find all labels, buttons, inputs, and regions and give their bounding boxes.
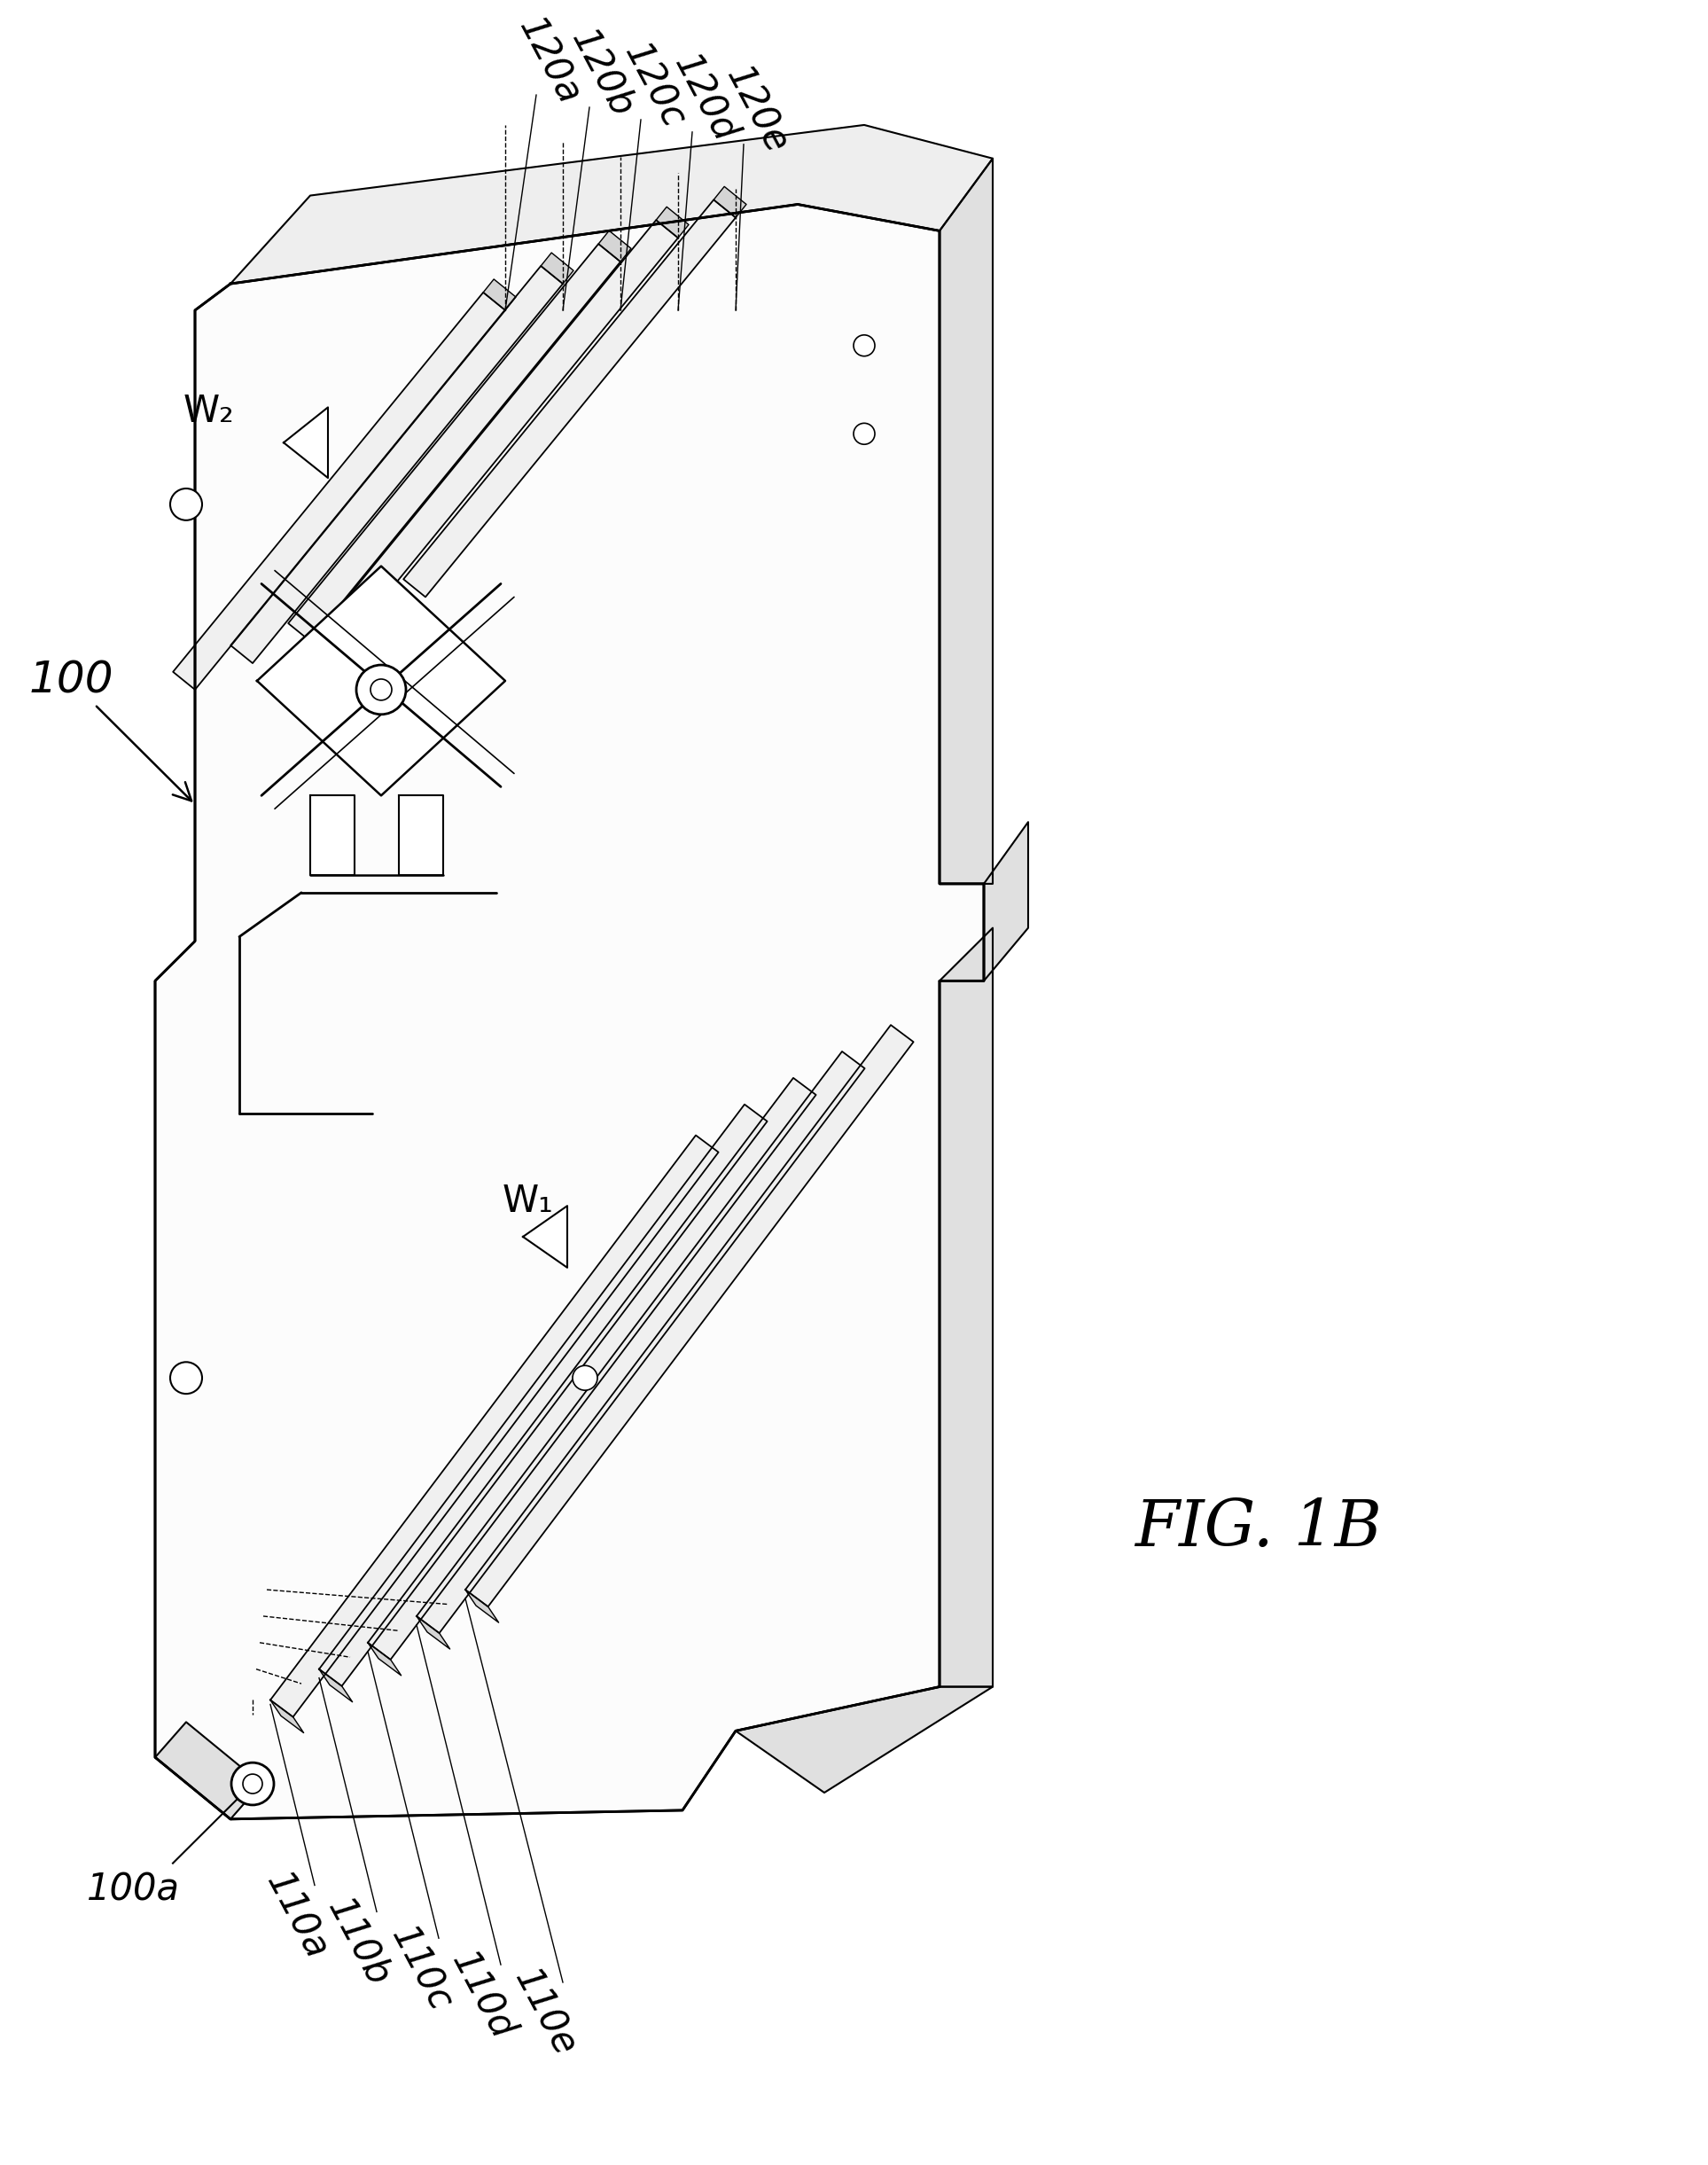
Circle shape	[854, 422, 874, 444]
Text: 100a: 100a	[87, 1871, 179, 1907]
Polygon shape	[417, 1052, 864, 1632]
Polygon shape	[417, 1615, 449, 1650]
Text: 120e: 120e	[719, 61, 796, 160]
Polygon shape	[939, 158, 992, 883]
Polygon shape	[465, 1024, 914, 1606]
Polygon shape	[345, 221, 678, 617]
Polygon shape	[656, 208, 688, 238]
Text: W₁: W₁	[502, 1182, 553, 1221]
Text: 120d: 120d	[668, 48, 745, 149]
Circle shape	[231, 1762, 273, 1806]
Text: 120b: 120b	[564, 24, 640, 123]
Circle shape	[357, 665, 407, 714]
Polygon shape	[541, 253, 574, 284]
Polygon shape	[319, 1104, 767, 1687]
Circle shape	[572, 1366, 598, 1390]
Polygon shape	[284, 407, 328, 478]
Polygon shape	[483, 279, 516, 310]
Text: 110c: 110c	[383, 1920, 459, 2018]
Text: 110b: 110b	[321, 1892, 398, 1992]
Circle shape	[171, 1362, 202, 1394]
Text: 110a: 110a	[258, 1866, 335, 1966]
Polygon shape	[403, 199, 736, 598]
Polygon shape	[231, 126, 992, 284]
Text: 120a: 120a	[511, 11, 588, 110]
Text: 110d: 110d	[444, 1946, 521, 2046]
Polygon shape	[270, 1700, 304, 1732]
Text: 120c: 120c	[617, 37, 692, 134]
Polygon shape	[289, 245, 620, 641]
Polygon shape	[256, 565, 506, 795]
Circle shape	[171, 489, 202, 520]
Polygon shape	[319, 1669, 352, 1702]
Polygon shape	[311, 795, 355, 875]
Polygon shape	[367, 1078, 816, 1661]
Polygon shape	[523, 1206, 567, 1269]
Polygon shape	[598, 232, 630, 262]
Polygon shape	[984, 823, 1028, 981]
Polygon shape	[155, 1721, 261, 1819]
Text: 110e: 110e	[507, 1964, 584, 2063]
Polygon shape	[173, 292, 506, 691]
Polygon shape	[939, 929, 992, 1687]
Polygon shape	[367, 1643, 401, 1676]
Polygon shape	[231, 266, 564, 662]
Text: 100: 100	[29, 660, 191, 801]
Polygon shape	[714, 186, 746, 219]
Circle shape	[854, 336, 874, 355]
Polygon shape	[465, 1589, 499, 1622]
Polygon shape	[736, 1687, 992, 1793]
Text: W₂: W₂	[183, 394, 234, 431]
Polygon shape	[155, 204, 984, 1819]
Text: FIG. 1B: FIG. 1B	[1136, 1496, 1382, 1559]
Polygon shape	[400, 795, 442, 875]
Circle shape	[371, 680, 391, 699]
Circle shape	[243, 1773, 263, 1793]
Polygon shape	[270, 1134, 719, 1717]
